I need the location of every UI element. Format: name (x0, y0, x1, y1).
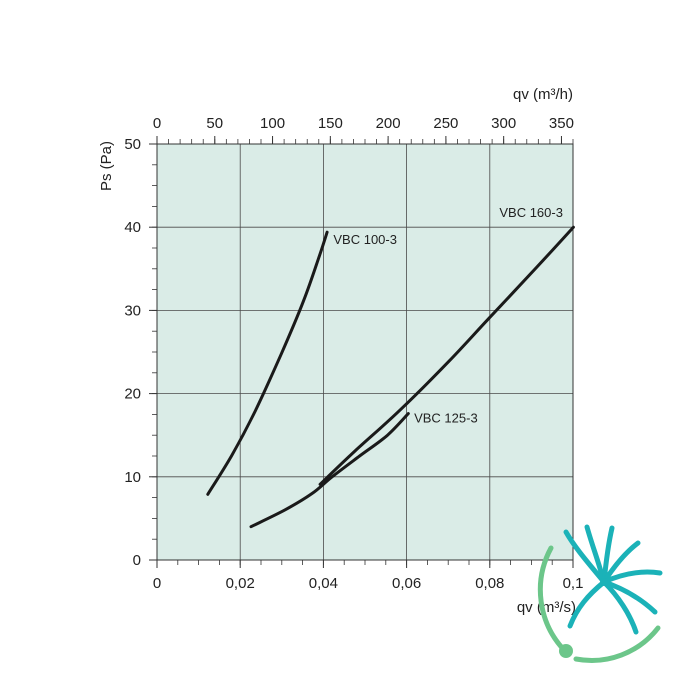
y-tick-label: 40 (124, 219, 141, 236)
labels: 0 0,02 0,04 0,06 0,08 0,1 0 10 20 30 40 50 0 50 100 150… (98, 86, 583, 616)
logo-green-arc-left (537, 545, 568, 654)
x-top-tick-label: 300 (491, 115, 516, 132)
logo-green-arc-bottom (573, 625, 661, 663)
logo-teal-blade (601, 540, 641, 585)
label-vbc-160-3: VBC 160-3 (499, 205, 563, 220)
x-top-tick-label: 0 (153, 115, 161, 132)
y-tick-label: 0 (133, 552, 141, 569)
x-top-tick-label: 100 (260, 115, 285, 132)
x-top-axis-title: qv (m³/h) (513, 86, 573, 103)
logo-teal-blade (601, 579, 639, 635)
logo-hub (600, 578, 608, 586)
curves (206, 225, 575, 529)
y-tick-label: 30 (124, 302, 141, 319)
logo-teal-blade (567, 579, 607, 629)
y-tick-label: 50 (124, 136, 141, 153)
y-axis-title: Ps (Pa) (98, 141, 115, 191)
curve-vbc-125-3 (249, 412, 410, 529)
y-tick-label: 10 (124, 469, 141, 486)
x-bottom-tick-label: 0,04 (309, 575, 338, 592)
curve-vbc-160-3 (318, 225, 575, 486)
minor-ticks (149, 136, 574, 568)
x-bottom-tick-label: 0,08 (475, 575, 504, 592)
y-tick-label: 20 (124, 386, 141, 403)
x-bottom-tick-label: 0,06 (392, 575, 421, 592)
plot-frame (156, 143, 574, 561)
x-bottom-tick-label: 0 (153, 575, 161, 592)
x-top-tick-label: 150 (318, 115, 343, 132)
x-bottom-axis-title: qv (m³/s) (517, 599, 576, 616)
x-top-tick-label: 50 (206, 115, 223, 132)
fan-logo-icon (537, 524, 663, 663)
x-top-tick-label: 200 (376, 115, 401, 132)
logo-teal-blade (601, 569, 663, 585)
label-vbc-100-3: VBC 100-3 (333, 232, 397, 247)
label-vbc-125-3: VBC 125-3 (414, 411, 478, 426)
x-bottom-tick-label: 0,02 (226, 575, 255, 592)
logo-green-dot (559, 644, 573, 658)
x-top-tick-label: 350 (549, 115, 574, 132)
grid-lines (157, 144, 573, 560)
x-top-tick-label: 250 (433, 115, 458, 132)
x-bottom-tick-label: 0,1 (563, 575, 584, 592)
curve-vbc-100-3 (206, 230, 329, 496)
plot-background (157, 144, 573, 560)
